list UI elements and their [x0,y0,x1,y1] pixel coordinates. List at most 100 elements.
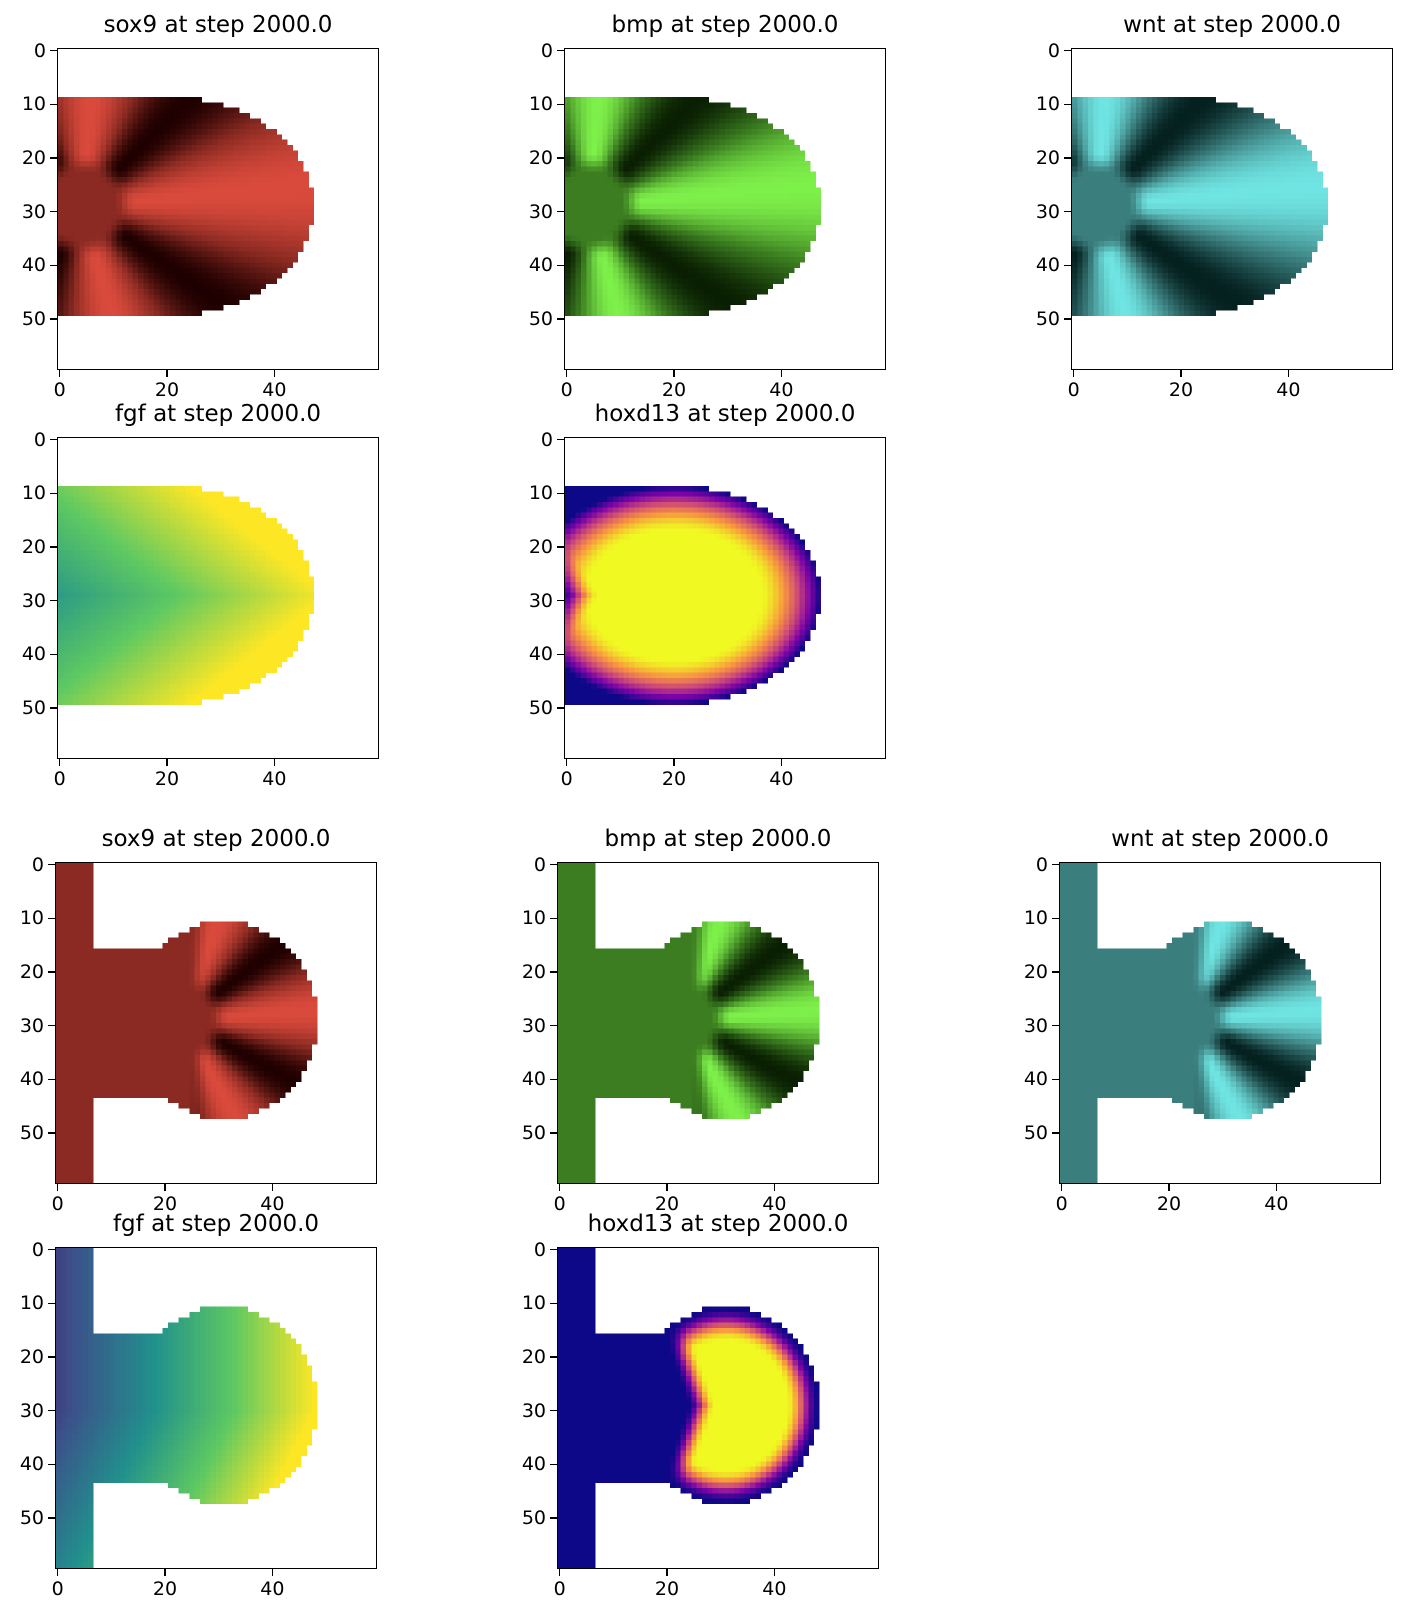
y-tick-mark [50,210,57,213]
y-tick-mark [550,1078,557,1081]
y-tick-label: 20 [521,1346,546,1369]
heatmap-image [58,486,315,705]
heatmap-axes [1071,48,1393,370]
y-tick-label: 50 [21,697,46,720]
y-tick-label: 40 [528,643,553,666]
y-tick-label: 50 [1035,308,1060,331]
y-tick-label: 50 [521,1507,546,1530]
y-tick-mark [48,1463,55,1466]
y-tick-mark [550,917,557,920]
y-tick-mark [50,103,57,106]
y-tick-label: 10 [21,482,46,505]
y-tick-mark [1052,1024,1059,1027]
y-tick-label: 20 [521,961,546,984]
x-tick-label: 20 [154,768,180,790]
y-tick-mark [1052,1132,1059,1134]
x-tick-mark [673,759,675,766]
y-tick-mark [1052,863,1059,866]
x-tick-label: 20 [1156,1193,1182,1215]
heatmap-image [565,97,822,316]
y-tick-mark [48,917,55,920]
y-tick-label: 30 [19,1399,44,1422]
y-tick-label: 30 [1023,1014,1048,1037]
x-tick-label: 20 [152,1578,178,1600]
y-tick-label: 30 [21,200,46,223]
y-tick-mark [50,318,57,320]
x-tick-mark [673,370,675,377]
x-tick-mark [56,1569,59,1576]
panel-title: sox9 at step 2000.0 [101,826,331,852]
x-tick-label: 40 [1264,1193,1289,1215]
x-tick-label: 40 [260,1193,285,1215]
y-tick-mark [48,1024,55,1027]
y-tick-label: 40 [21,254,46,277]
y-tick-label: 10 [21,93,46,116]
y-tick-mark [550,971,557,973]
y-tick-label: 50 [21,308,46,331]
x-tick-mark [666,1569,668,1576]
y-tick-mark [48,1517,55,1519]
x-tick-label: 20 [654,1578,680,1600]
y-tick-mark [550,1356,557,1358]
panel-title: bmp at step 2000.0 [604,826,832,852]
y-tick-label: 20 [19,1346,44,1369]
y-tick-mark [557,707,564,709]
y-tick-label: 0 [533,1238,546,1261]
panel-title: hoxd13 at step 2000.0 [587,1211,849,1237]
y-tick-label: 10 [528,93,553,116]
x-tick-mark [1060,1184,1063,1191]
y-tick-mark [1064,103,1071,106]
y-tick-mark [48,863,55,866]
x-tick-label: 20 [661,379,687,401]
x-tick-mark [271,1184,274,1191]
y-tick-label: 30 [521,1014,546,1037]
x-tick-mark [773,1569,776,1576]
heatmap-axes [55,1247,377,1569]
y-tick-mark [50,264,57,267]
x-tick-label: 0 [51,1578,64,1600]
x-tick-label: 40 [769,379,794,401]
x-tick-label: 40 [262,768,287,790]
y-tick-mark [48,1302,55,1305]
x-tick-label: 0 [1055,1193,1068,1215]
x-tick-label: 40 [762,1193,787,1215]
y-tick-label: 20 [1023,961,1048,984]
y-tick-mark [550,1132,557,1134]
x-tick-mark [166,759,168,766]
x-tick-mark [273,370,276,377]
heatmap-axes [557,1247,879,1569]
y-tick-mark [557,157,564,159]
x-tick-mark [164,1184,166,1191]
y-tick-mark [50,492,57,495]
x-tick-label: 0 [51,1193,64,1215]
y-tick-label: 20 [528,147,553,170]
y-tick-label: 50 [1023,1122,1048,1145]
y-tick-label: 30 [528,200,553,223]
x-tick-mark [558,1184,561,1191]
y-tick-mark [1052,917,1059,920]
x-tick-mark [58,759,61,766]
y-tick-mark [50,653,57,656]
y-tick-label: 0 [540,39,553,62]
x-tick-label: 20 [154,379,180,401]
panel-title: bmp at step 2000.0 [611,12,839,38]
y-tick-label: 40 [19,1068,44,1091]
heatmap-image [56,1248,318,1568]
y-tick-label: 50 [528,697,553,720]
y-tick-mark [557,103,564,106]
y-tick-mark [50,438,57,441]
y-tick-label: 0 [33,39,46,62]
x-tick-label: 20 [1168,379,1194,401]
y-tick-label: 30 [19,1014,44,1037]
y-tick-mark [50,157,57,159]
y-tick-label: 0 [533,853,546,876]
y-tick-mark [50,49,57,52]
y-tick-label: 20 [528,536,553,559]
x-tick-label: 0 [560,379,573,401]
y-tick-mark [557,492,564,495]
y-tick-mark [50,599,57,602]
heatmap-axes [564,437,886,759]
y-tick-mark [50,546,57,548]
x-tick-label: 20 [661,768,687,790]
y-tick-label: 30 [528,589,553,612]
